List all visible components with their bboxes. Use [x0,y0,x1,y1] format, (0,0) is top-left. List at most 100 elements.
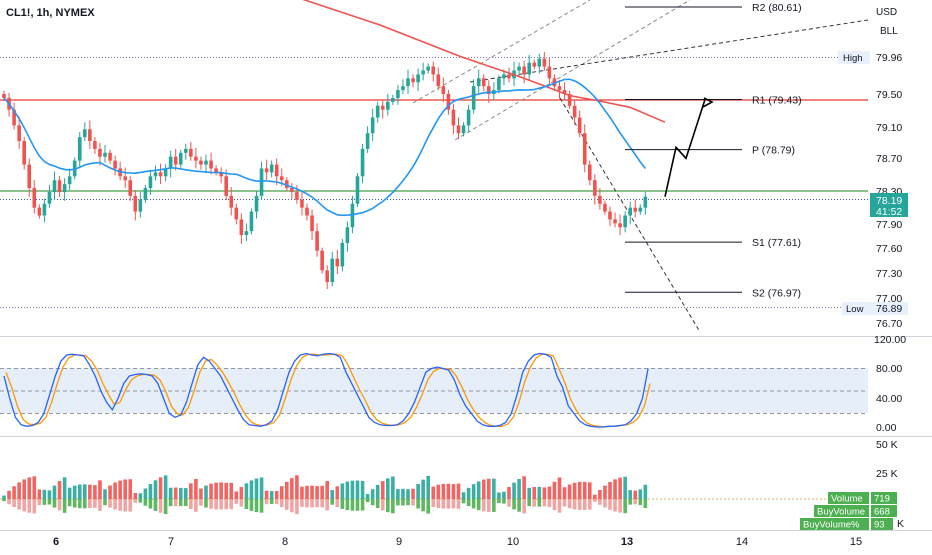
candle-body [446,94,451,110]
volume-bar-buy [239,499,244,507]
legend-label: BuyVolume [817,507,865,518]
candle-body [22,141,26,165]
volume-bar-buy [27,499,32,513]
candle-body [365,133,370,149]
candle-body [421,70,425,75]
volume-bar [355,480,360,499]
time-axis[interactable]: 6 7 8 9 10 11 13 14 15 [53,536,862,548]
volume-bar-buy [153,499,158,511]
legend-value: 719 [874,494,890,505]
legend-value-box [871,492,897,504]
volume-bar-buy [305,499,309,508]
volume-bar-buy [83,499,87,509]
volume-bar-buy [567,499,572,509]
volume-bar-buy [497,499,501,504]
volume-axis: 50 K 25 K K [876,439,904,530]
volume-bar [148,484,153,499]
volume-bar-buy [98,499,102,511]
volume-bar [512,482,516,499]
candle-body [552,78,557,87]
candle-body [577,117,582,134]
candle-body [52,180,57,192]
candle-body [153,172,158,177]
candle-body [199,160,203,165]
volume-bar [204,485,208,499]
volume-bar [27,477,32,499]
volume-bar-buy [133,499,138,503]
volume-bar-buy [643,499,648,509]
candle-body [204,160,208,165]
candle-body [310,215,314,232]
volume-bar-buy [492,499,496,512]
volume-bar [88,484,92,499]
time-tick: 15 [850,536,862,548]
volume-bar [572,482,577,499]
volume-bar [77,484,82,499]
candle-body [380,105,385,110]
volume-bar-buy [209,499,213,509]
legend-value-box [871,505,897,517]
volume-bar [264,490,269,499]
volume-bar [532,486,537,499]
candle-body [290,188,294,192]
volume-bar-buy [264,499,269,505]
legend-value: 93 [874,520,885,531]
volume-bar [325,481,329,499]
candle-body [103,152,107,157]
candle-body [628,207,632,216]
unit-label: BLL [880,26,898,37]
volume-bar-buy [532,499,537,507]
volume-bar [522,476,526,499]
volume-bar [285,481,289,499]
candle-body [572,105,577,118]
candle-body [27,164,32,189]
volume-bar [244,483,249,499]
time-tick: 14 [736,536,748,548]
volume-bar-buy [537,499,542,507]
volume-bar [279,486,284,499]
stoch-tick: 0.00 [876,422,897,434]
legend-label-box [800,518,869,530]
volume-bar-buy [572,499,577,510]
volume-bar [128,479,133,499]
volume-bar [411,488,415,499]
volume-bar-buy [194,499,198,512]
volume-bar [7,490,11,499]
candle-body [542,58,547,67]
volume-bar [340,483,345,499]
candles-layer [2,51,648,289]
candle-body [259,168,264,196]
volume-bar [451,484,456,499]
candle-body [168,156,173,169]
volume-bar [386,478,390,499]
volume-bar-buy [62,499,67,513]
volume-bar [582,481,587,499]
candle-body [88,129,92,142]
volume-bar [57,481,62,499]
volume-bar-buy [254,499,259,513]
volume-bar [628,490,632,499]
volume-bar [219,482,223,499]
volume-bar-buy [88,499,92,509]
candle-body [77,137,82,161]
candle-body [502,74,506,79]
candle-body [411,78,415,83]
candle-body [42,203,47,216]
volume-bar-buy [310,499,314,508]
time-tick: 6 [53,536,59,548]
volume-bar-buy [603,499,607,508]
volume-bar [547,486,552,499]
volume-bar [380,481,385,499]
volume-bar [638,489,643,499]
stoch-k-line [3,352,649,428]
time-tick: 9 [396,536,402,548]
volume-bar-buy [386,499,390,513]
low-label: Low [846,304,864,315]
volume-bar [461,492,466,499]
price-tick: 77.60 [876,243,902,255]
volume-bar [406,489,410,499]
price-axis[interactable]: USD BLL 79.50 79.10 78.70 78.30 77.90 77… [838,7,908,330]
volume-bar [118,480,122,499]
